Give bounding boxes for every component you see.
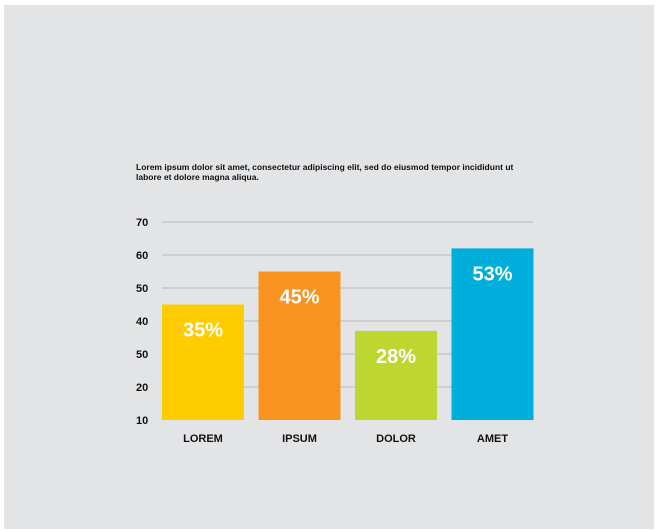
y-tick-label: 40 [136, 316, 148, 328]
value-label: 35% [183, 320, 223, 342]
y-tick-label: 10 [136, 415, 148, 427]
y-tick-label: 50 [136, 349, 148, 361]
category-label: IPSUM [282, 433, 317, 445]
y-tick-label: 60 [136, 250, 148, 262]
value-label: 45% [279, 287, 319, 309]
chart-description: Lorem ipsum dolor sit amet, consectetur … [136, 162, 514, 182]
category-label: DOLOR [376, 433, 416, 445]
y-tick-label: 20 [136, 382, 148, 394]
category-label: LOREM [183, 433, 223, 445]
value-label: 53% [472, 263, 512, 285]
bar-amet [451, 248, 534, 420]
chart-card [4, 5, 654, 529]
y-tick-label: 50 [136, 283, 148, 295]
y-tick-label: 70 [136, 217, 148, 229]
category-label: AMET [477, 433, 508, 445]
bar-dolor [355, 330, 437, 420]
value-label: 28% [376, 346, 416, 368]
bar-ipsum [258, 271, 341, 420]
bar-lorem [162, 304, 244, 420]
